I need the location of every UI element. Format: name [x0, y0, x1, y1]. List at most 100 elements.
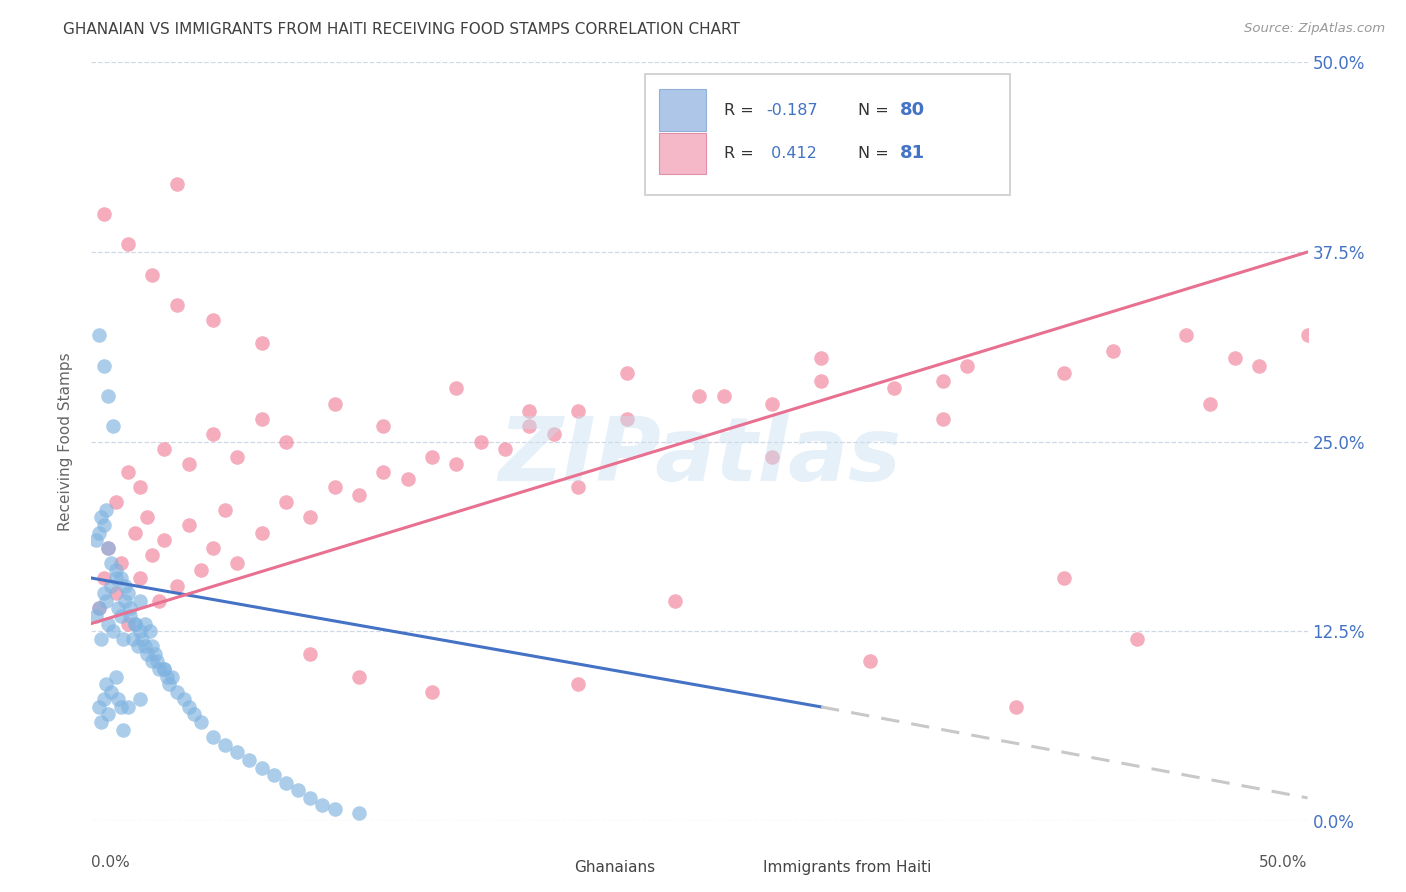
- Point: [90, 510, 112, 524]
- Point: [136, 647, 159, 661]
- Point: [153, 442, 176, 457]
- Point: [104, 571, 127, 585]
- Point: [97, 616, 120, 631]
- Point: [166, 685, 188, 699]
- Point: [103, 419, 125, 434]
- Point: [543, 427, 565, 442]
- Bar: [717, 856, 754, 879]
- Text: 80: 80: [900, 101, 925, 120]
- Point: [177, 517, 200, 532]
- FancyBboxPatch shape: [645, 74, 1010, 195]
- Point: [1175, 328, 1198, 343]
- Point: [87, 699, 110, 714]
- Point: [470, 434, 492, 449]
- Point: [97, 541, 120, 555]
- Text: Source: ZipAtlas.com: Source: ZipAtlas.com: [1244, 22, 1385, 36]
- Point: [121, 632, 143, 646]
- Point: [93, 517, 115, 532]
- Point: [84, 608, 107, 623]
- Point: [87, 601, 110, 615]
- Point: [517, 419, 540, 434]
- Point: [166, 177, 188, 191]
- Point: [97, 707, 120, 722]
- Point: [202, 313, 225, 327]
- Point: [1102, 343, 1125, 358]
- Point: [114, 579, 136, 593]
- Point: [153, 662, 176, 676]
- Point: [139, 624, 162, 639]
- Point: [1199, 396, 1222, 410]
- Point: [103, 624, 125, 639]
- Point: [250, 760, 273, 774]
- Point: [931, 374, 953, 388]
- Point: [94, 503, 117, 517]
- Point: [1296, 328, 1319, 343]
- Point: [93, 207, 115, 221]
- Bar: [659, 133, 706, 174]
- Point: [124, 616, 146, 631]
- Point: [1053, 571, 1076, 585]
- Point: [1053, 366, 1076, 380]
- Point: [157, 677, 180, 691]
- Point: [131, 632, 153, 646]
- Point: [143, 647, 166, 661]
- Point: [202, 427, 225, 442]
- Point: [226, 556, 249, 570]
- Point: [87, 525, 110, 540]
- Point: [120, 608, 142, 623]
- Text: -0.187: -0.187: [766, 103, 818, 118]
- Point: [129, 594, 152, 608]
- Point: [214, 738, 236, 752]
- Point: [761, 450, 783, 464]
- Point: [141, 655, 163, 669]
- Point: [517, 404, 540, 418]
- Point: [263, 768, 285, 782]
- Point: [111, 632, 134, 646]
- Point: [117, 237, 139, 252]
- Point: [141, 268, 163, 282]
- Point: [177, 457, 200, 471]
- Point: [1126, 632, 1149, 646]
- Point: [311, 798, 333, 813]
- Point: [110, 608, 132, 623]
- Point: [373, 465, 395, 479]
- Point: [148, 662, 170, 676]
- Point: [97, 389, 120, 403]
- Text: GHANAIAN VS IMMIGRANTS FROM HAITI RECEIVING FOOD STAMPS CORRELATION CHART: GHANAIAN VS IMMIGRANTS FROM HAITI RECEIV…: [63, 22, 740, 37]
- Point: [183, 707, 205, 722]
- Point: [87, 601, 110, 615]
- Text: 0.412: 0.412: [766, 146, 817, 161]
- Point: [104, 564, 127, 578]
- Point: [90, 715, 112, 730]
- Point: [226, 450, 249, 464]
- Point: [299, 791, 322, 805]
- Point: [160, 669, 183, 683]
- Point: [238, 753, 260, 767]
- Text: ZIPatlas: ZIPatlas: [498, 413, 901, 500]
- Point: [323, 801, 346, 815]
- Point: [274, 776, 297, 790]
- Point: [214, 503, 236, 517]
- Point: [114, 594, 136, 608]
- Point: [107, 692, 129, 706]
- Point: [134, 639, 156, 653]
- Point: [136, 510, 159, 524]
- Point: [94, 594, 117, 608]
- Point: [107, 601, 129, 615]
- Point: [274, 434, 297, 449]
- Point: [274, 495, 297, 509]
- Point: [173, 692, 195, 706]
- Point: [129, 571, 152, 585]
- Point: [299, 510, 322, 524]
- Point: [396, 473, 419, 487]
- Bar: [659, 89, 706, 131]
- Point: [93, 571, 115, 585]
- Point: [129, 480, 152, 494]
- Point: [100, 556, 122, 570]
- Point: [956, 359, 979, 373]
- Point: [129, 624, 152, 639]
- Point: [153, 662, 176, 676]
- Point: [100, 579, 122, 593]
- Point: [323, 480, 346, 494]
- Point: [111, 723, 134, 737]
